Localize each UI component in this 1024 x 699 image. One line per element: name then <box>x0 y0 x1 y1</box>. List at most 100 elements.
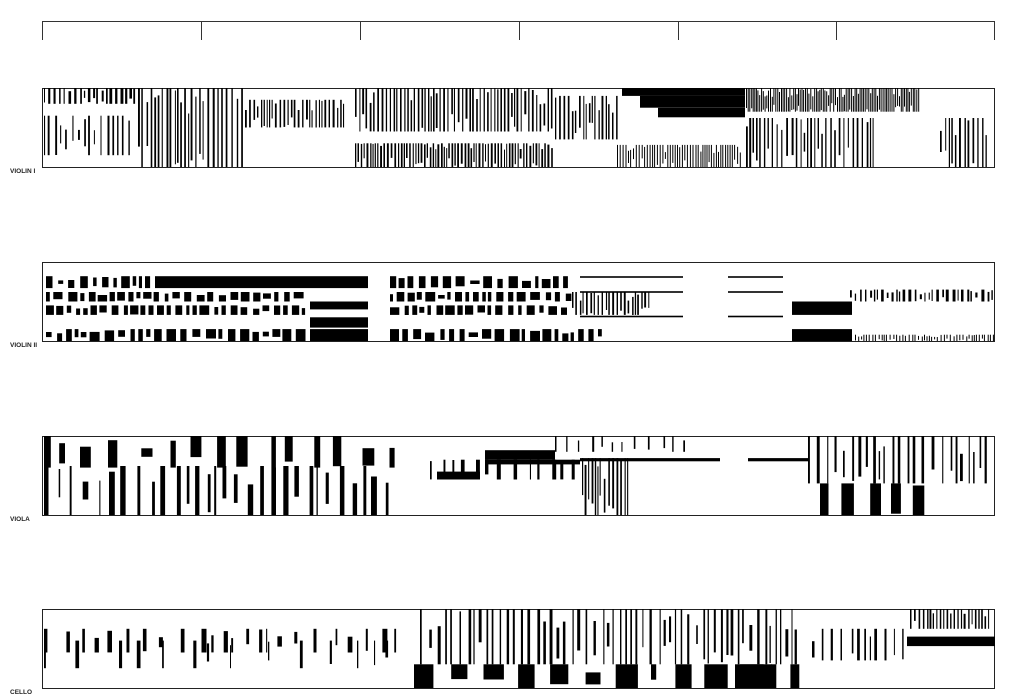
stroke-mark <box>371 476 377 515</box>
block-mark <box>310 301 368 310</box>
stroke-mark <box>955 436 958 484</box>
stroke-mark <box>157 305 164 315</box>
stroke-mark <box>641 292 643 309</box>
stroke-mark <box>494 143 496 164</box>
stroke-mark <box>635 144 637 167</box>
stroke-mark <box>689 144 691 167</box>
stroke-mark <box>69 466 72 515</box>
stroke-mark <box>641 144 643 159</box>
stroke-mark <box>647 436 650 450</box>
block-mark <box>658 107 745 118</box>
stroke-mark <box>787 97 789 112</box>
stroke-mark <box>523 143 525 167</box>
stroke-mark <box>263 99 265 126</box>
stroke-mark <box>547 88 549 132</box>
stroke-mark <box>857 93 859 112</box>
stroke-mark <box>136 292 141 299</box>
stroke-mark <box>400 88 402 132</box>
staff <box>42 436 995 516</box>
stroke-mark <box>859 88 861 112</box>
stroke-mark <box>145 276 151 289</box>
stroke-mark <box>821 628 824 661</box>
stroke-mark <box>277 636 282 647</box>
stroke-mark <box>872 334 874 341</box>
stroke-mark <box>490 143 493 167</box>
stroke-mark <box>775 609 777 665</box>
stroke-mark <box>687 614 690 665</box>
stroke-mark <box>891 483 901 514</box>
stroke-mark <box>429 629 432 648</box>
stroke-mark <box>138 329 143 341</box>
stroke-mark <box>380 145 382 167</box>
stroke-mark <box>864 88 866 112</box>
stroke-mark <box>476 459 480 480</box>
stroke-mark <box>612 292 615 315</box>
stroke-mark <box>479 88 481 132</box>
stroke-mark <box>542 329 552 341</box>
stroke-mark <box>259 629 263 653</box>
stroke-mark <box>960 609 963 629</box>
stroke-mark <box>943 609 945 629</box>
stroke-mark <box>469 88 471 132</box>
stroke-mark <box>413 329 422 340</box>
stroke-mark <box>869 636 871 661</box>
stroke-mark <box>891 88 893 112</box>
stroke-mark <box>96 88 98 104</box>
stroke-mark <box>430 96 432 132</box>
stroke-mark <box>526 143 528 167</box>
stroke-mark <box>886 88 888 112</box>
stroke-mark <box>253 308 260 315</box>
stroke-mark <box>427 305 431 315</box>
stroke-mark <box>508 276 518 289</box>
block-mark <box>907 636 995 647</box>
stroke-mark <box>207 88 210 167</box>
stroke-mark <box>186 466 190 504</box>
stroke-mark <box>642 609 644 648</box>
stroke-mark <box>588 458 590 500</box>
stroke-mark <box>854 88 856 112</box>
stroke-mark <box>394 143 397 167</box>
stroke-mark <box>585 103 587 140</box>
stroke-mark <box>485 459 489 475</box>
stroke-mark <box>146 329 151 337</box>
stroke-mark <box>82 628 85 653</box>
stroke-mark <box>141 448 153 457</box>
stroke-mark <box>377 143 379 167</box>
stroke-mark <box>262 305 270 312</box>
stroke-mark <box>180 329 187 341</box>
stroke-mark <box>852 436 855 481</box>
stroke-mark <box>293 292 304 299</box>
stroke-mark <box>945 118 947 151</box>
stroke-mark <box>485 144 486 162</box>
block-mark <box>622 88 745 96</box>
stroke-mark <box>597 466 599 515</box>
stroke-mark <box>828 95 830 106</box>
stroke-mark <box>470 280 480 284</box>
stroke-mark <box>68 292 78 302</box>
stroke-mark <box>800 119 802 167</box>
stroke-mark <box>381 88 384 132</box>
stroke-mark <box>620 460 622 515</box>
stroke-mark <box>59 443 65 464</box>
stroke-mark <box>337 107 339 128</box>
stroke-mark <box>627 300 630 314</box>
stroke-mark <box>362 88 365 115</box>
stroke-mark <box>961 289 964 302</box>
stroke-mark <box>80 446 91 468</box>
block-mark <box>792 329 852 341</box>
stroke-mark <box>625 609 627 665</box>
stroke-mark <box>592 436 595 452</box>
stroke-mark <box>598 329 602 337</box>
stroke-mark <box>524 91 527 115</box>
stroke-mark <box>74 329 79 338</box>
stroke-mark <box>942 436 944 484</box>
stroke-mark <box>921 436 925 484</box>
stroke-mark <box>646 144 648 167</box>
stroke-mark <box>526 305 535 315</box>
staff-label: VIOLIN II <box>10 342 37 349</box>
stroke-mark <box>426 143 428 158</box>
stroke-mark <box>133 88 136 104</box>
stroke-mark <box>720 144 722 167</box>
stroke-mark <box>992 334 994 341</box>
